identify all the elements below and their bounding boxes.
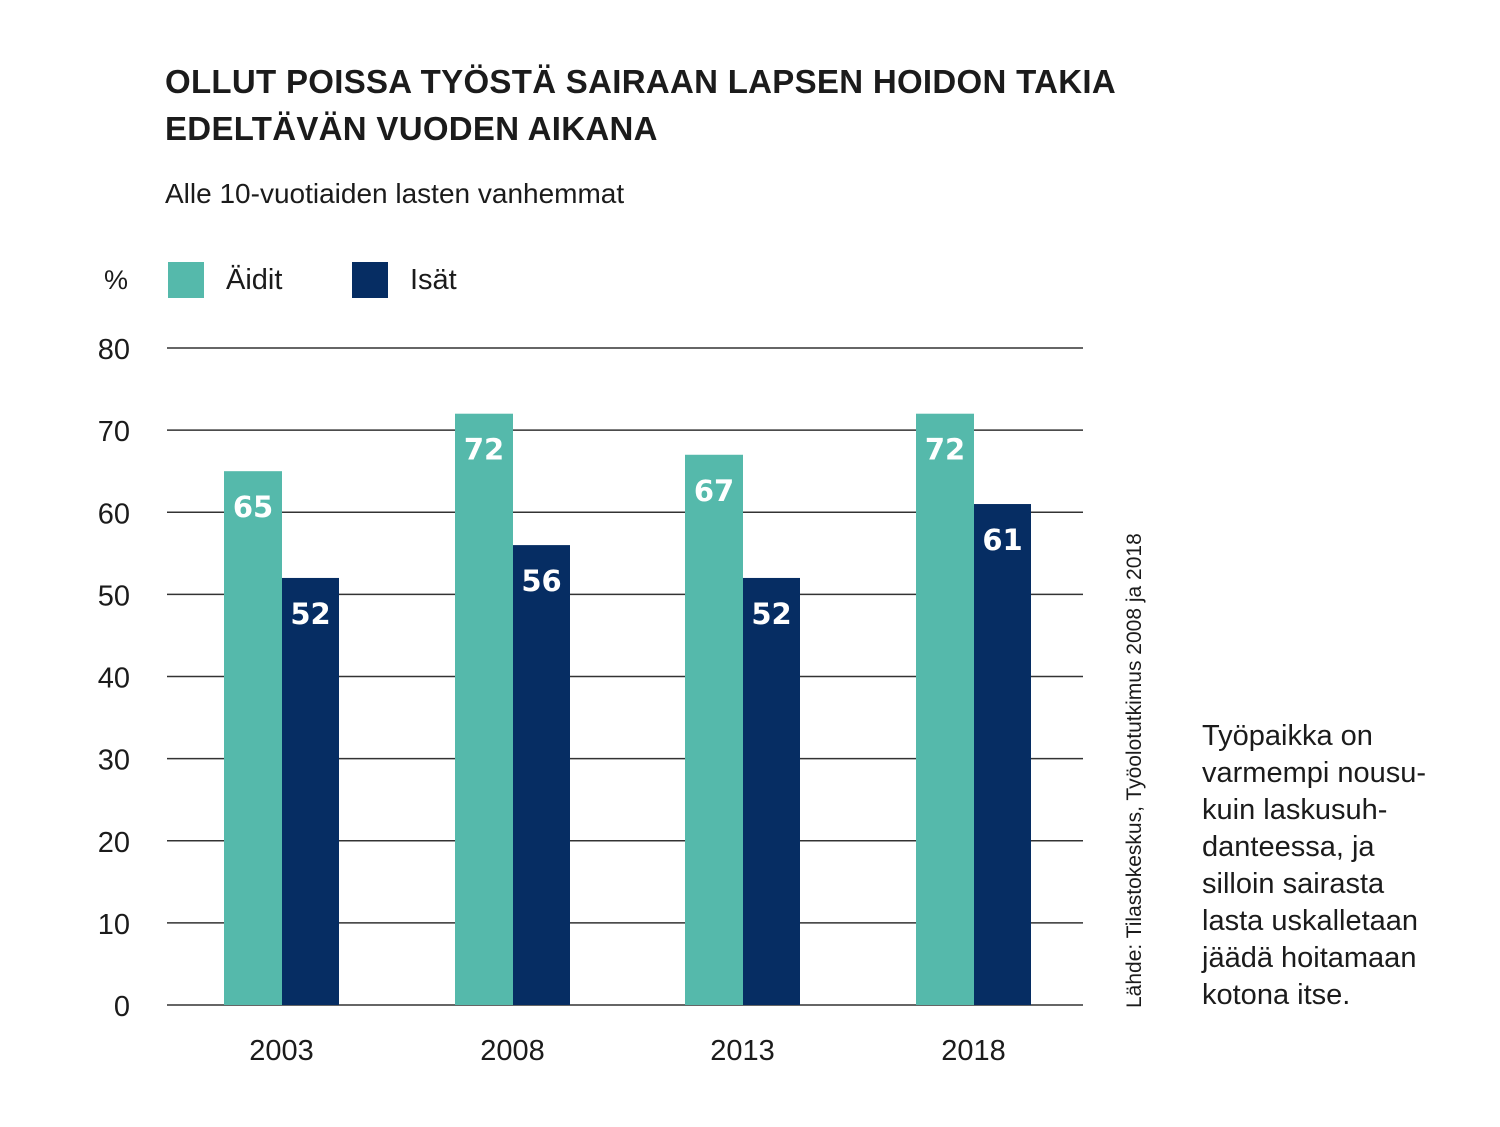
bar-isat-2003 xyxy=(282,577,339,1005)
y-tick-label: 70 xyxy=(98,416,130,448)
bar-isat-2013 xyxy=(743,577,800,1005)
bar-data-label: 61 xyxy=(982,523,1022,557)
x-tick-label: 2008 xyxy=(480,1035,545,1067)
x-tick-label: 2003 xyxy=(249,1035,314,1067)
legend-label-aidit: Äidit xyxy=(226,263,283,296)
y-tick-label: 0 xyxy=(114,991,130,1023)
bar-data-label: 67 xyxy=(694,474,734,508)
y-tick-label: 50 xyxy=(98,580,130,612)
legend-swatch-aidit xyxy=(168,262,204,298)
bar-data-label: 52 xyxy=(290,597,330,631)
bars: 65 52 72 56 67 52 72 61 xyxy=(224,413,1031,1005)
bar-aidit-2013 xyxy=(685,454,743,1005)
chart-subtitle: Alle 10-vuotiaiden lasten vanhemmat xyxy=(165,178,625,209)
x-tick-label: 2018 xyxy=(941,1035,1006,1067)
chart-title: OLLUT POISSA TYÖSTÄ SAIRAAN LAPSEN HOIDO… xyxy=(165,58,1125,152)
note-line: Työpaikka on xyxy=(1202,720,1373,752)
legend-item-aidit: Äidit xyxy=(168,262,282,298)
source-note: Lähde: Tilastokeskus, Työolotutkimus 200… xyxy=(1123,533,1146,1008)
x-axis-ticks: 2003 2008 2013 2018 xyxy=(249,1035,1006,1067)
legend-item-isat: Isät xyxy=(352,262,457,298)
legend-swatch-isat xyxy=(352,262,388,298)
bar-data-label: 72 xyxy=(464,433,504,467)
note-line: jäädä hoitamaan xyxy=(1202,942,1417,974)
x-tick-label: 2013 xyxy=(710,1035,775,1067)
bar-data-label: 65 xyxy=(233,490,273,524)
bar-aidit-2018 xyxy=(916,413,974,1005)
bar-isat-2008 xyxy=(513,545,570,1005)
y-tick-label: 10 xyxy=(98,909,130,941)
y-axis-unit: % xyxy=(104,265,129,295)
y-tick-label: 40 xyxy=(98,663,130,695)
y-axis-ticks: 0 10 20 30 40 50 60 70 80 xyxy=(98,334,130,1023)
side-note: Työpaikka on varmempi nousu- kuin laskus… xyxy=(1202,718,1462,1014)
note-line: lasta uskalletaan xyxy=(1202,905,1419,937)
note-line: kotona itse. xyxy=(1202,979,1351,1011)
note-line: kuin laskusuh- xyxy=(1202,794,1388,826)
bar-data-label: 72 xyxy=(925,433,965,467)
y-tick-label: 60 xyxy=(98,498,130,530)
note-line: varmempi nousu- xyxy=(1202,757,1427,789)
bar-isat-2018 xyxy=(974,504,1031,1005)
y-tick-label: 20 xyxy=(98,827,130,859)
title-line-2: EDELTÄVÄN VUODEN AIKANA xyxy=(165,110,658,147)
title-line-1: OLLUT POISSA TYÖSTÄ SAIRAAN LAPSEN HOIDO… xyxy=(165,63,1116,100)
y-tick-label: 30 xyxy=(98,745,130,777)
note-line: danteessa, ja xyxy=(1202,831,1375,863)
bar-aidit-2003 xyxy=(224,471,282,1005)
legend-label-isat: Isät xyxy=(410,263,457,296)
bar-aidit-2008 xyxy=(455,413,513,1005)
bar-data-label: 56 xyxy=(521,564,561,598)
y-tick-label: 80 xyxy=(98,334,130,366)
note-line: silloin sairasta xyxy=(1202,868,1385,900)
bar-data-label: 52 xyxy=(751,597,791,631)
